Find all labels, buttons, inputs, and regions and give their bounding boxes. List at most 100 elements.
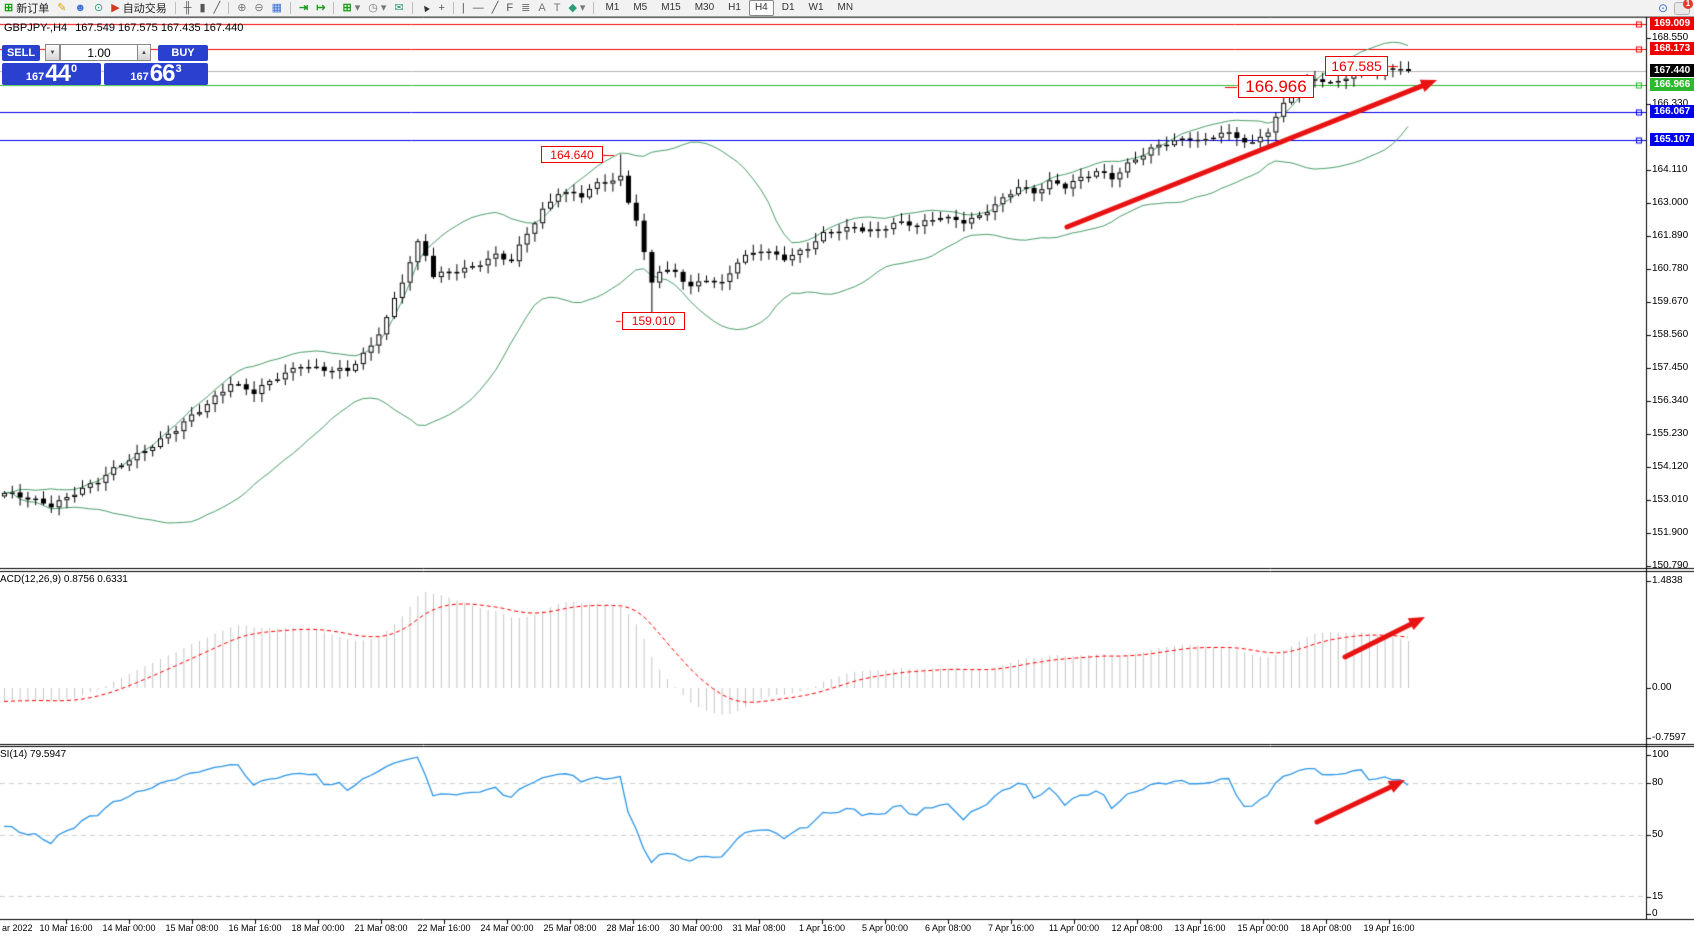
price-annotation: 159.010 [622,312,685,330]
line-chart-button[interactable]: ╱ [210,1,225,16]
time-axis-label: 24 Mar 00:00 [480,923,534,933]
chat-icon[interactable]: 1 [1674,0,1693,15]
sell-price-display[interactable]: 167 44 0 [2,62,101,86]
one-click-trade-panel: SELL ▼ ▲ BUY 167 44 0 167 66 3 [2,43,208,86]
price-annotation: 166.966 [1238,75,1314,98]
time-axis-label: 5 Apr 00:00 [861,923,909,933]
text-button[interactable]: A [534,1,549,16]
crosshair-icon: + [438,1,445,14]
time-axis-label: 11 Apr 00:00 [1048,923,1100,933]
indicator-axis-label: 15 [1652,891,1664,902]
new-template-button[interactable]: ⊞ ▾ [342,1,361,14]
indicator-axis-label: 1.4838 [1652,575,1683,586]
timeframe-button-h4[interactable]: H4 [748,0,774,16]
signals-button[interactable]: ⊙ [90,1,107,16]
macd-label: ACD(12,26,9) 0.8756 0.6331 [0,574,128,585]
time-axis-label: 25 Mar 08:00 [543,923,597,933]
volume-decrease-button[interactable]: ▼ [45,44,60,61]
time-axis-label: 7 Apr 16:00 [987,923,1035,933]
shapes-button[interactable]: ◆ ▾ [568,1,586,14]
time-axis-label: 28 Mar 16:00 [606,923,660,933]
indicator-axis-label: 80 [1652,777,1664,788]
crosshair-button[interactable]: + [434,1,448,16]
price-tick-label: 166.330 [1652,98,1689,109]
volume-input[interactable] [60,44,138,61]
price-tick-label: 155.230 [1652,428,1689,439]
fibonacci-icon: F [506,1,514,14]
chat-badge: 1 [1683,0,1693,9]
time-axis-label: ar 2022 [2,923,33,933]
zoom-in-icon: ⊕ [237,1,247,14]
new-order-button[interactable]: ⊞ 新订单 [0,1,53,16]
toolbar: ⊞ 新订单 ✎ ☻ ⊙ ▶ 自动交易 ╫ ▮ ╱ ⊕ ⊖ ▦ ⇥ ↦ [0,0,1694,17]
time-axis-label: 31 Mar 08:00 [732,923,786,933]
tile-windows-button[interactable]: ▦ [268,1,286,16]
search-icon[interactable]: ⊙ [1657,1,1668,15]
price-level-badge: 169.009 [1650,17,1694,31]
timeframe-button-m30[interactable]: M30 [694,2,715,13]
sell-button[interactable]: SELL [2,45,40,61]
time-axis-label: 14 Mar 00:00 [102,923,156,933]
text-label-button[interactable]: T [550,1,565,16]
time-axis-label: 15 Mar 08:00 [165,923,219,933]
fibonacci-button[interactable]: F [502,1,517,16]
time-axis-label: 18 Apr 08:00 [1300,923,1352,933]
time-axis-label: 30 Mar 00:00 [669,923,723,933]
timeframe-button-m15[interactable]: M15 [661,2,681,13]
clock-icon: ◷ [368,1,378,14]
chart-title: GBPJPY-,H4 167.549 167.575 167.435 167.44… [4,22,243,34]
buy-price-display[interactable]: 167 66 3 [104,62,208,86]
price-level-badge: 166.067 [1650,104,1694,118]
vertical-line-button[interactable]: | [458,1,469,16]
buy-button[interactable]: BUY [158,45,208,61]
time-axis-label: 19 Apr 16:00 [1363,923,1415,933]
trend-line-icon: ╱ [491,1,499,14]
trend-line-button[interactable]: ╱ [488,1,503,16]
price-level-badge: 167.440 [1650,64,1694,77]
zoom-out-icon: ⊖ [254,1,264,14]
timeframe-button-mn[interactable]: MN [837,2,854,13]
grid-button[interactable]: ≣ [517,1,534,16]
horizontal-line-icon: — [472,1,484,14]
price-tick-label: 150.790 [1652,560,1689,571]
timeframe-button-d1[interactable]: D1 [781,2,795,13]
price-tick-label: 160.780 [1652,263,1689,274]
zoom-in-button[interactable]: ⊕ [233,1,250,16]
chart-shift-button[interactable]: ↦ [312,1,329,16]
zoom-out-button[interactable]: ⊖ [250,1,267,16]
price-tick-label: 156.340 [1652,395,1689,406]
text-icon: A [538,1,546,14]
volume-increase-button[interactable]: ▲ [137,44,151,61]
styler-icon: ✎ [57,1,67,14]
profile-button[interactable]: ☻ [70,1,90,16]
timeframe-button-m1[interactable]: M1 [605,2,620,13]
time-axis-label: 21 Mar 08:00 [354,923,408,933]
styler-button[interactable]: ✎ [53,1,70,16]
auto-trading-label: 自动交易 [122,3,167,15]
grid-icon: ≣ [521,1,531,14]
line-chart-icon: ╱ [213,1,221,14]
time-axis-label: 1 Apr 16:00 [798,923,846,933]
auto-scroll-button[interactable]: ⇥ [295,1,312,16]
price-tick-label: 164.110 [1652,164,1688,175]
time-axis-label: 13 Apr 16:00 [1174,923,1226,933]
time-axis-label: 15 Apr 00:00 [1237,923,1289,933]
timeframe-button-w1[interactable]: W1 [808,2,824,13]
auto-trading-icon: ▶ [111,1,120,14]
vertical-line-icon: | [461,1,465,14]
ohlc-values: 167.549 167.575 167.435 167.440 [75,22,244,34]
period-button[interactable]: ◷ ▾ [368,1,387,14]
time-axis-label: 10 Mar 16:00 [39,923,93,933]
timeframe-button-m5[interactable]: M5 [633,2,648,13]
cursor-button[interactable]: ▲ [417,1,435,16]
bar-chart-icon: ╫ [183,1,192,14]
shapes-icon: ◆ [568,1,577,14]
time-axis-label: 16 Mar 16:00 [228,923,282,933]
candlestick-chart-button[interactable]: ▮ [196,1,210,16]
timeframe-button-h1[interactable]: H1 [728,2,741,13]
horizontal-line-button[interactable]: — [469,1,488,16]
news-button[interactable]: ✉ [390,1,407,16]
auto-trading-button[interactable]: ▶ 自动交易 [107,1,170,16]
bar-chart-button[interactable]: ╫ [180,1,196,16]
